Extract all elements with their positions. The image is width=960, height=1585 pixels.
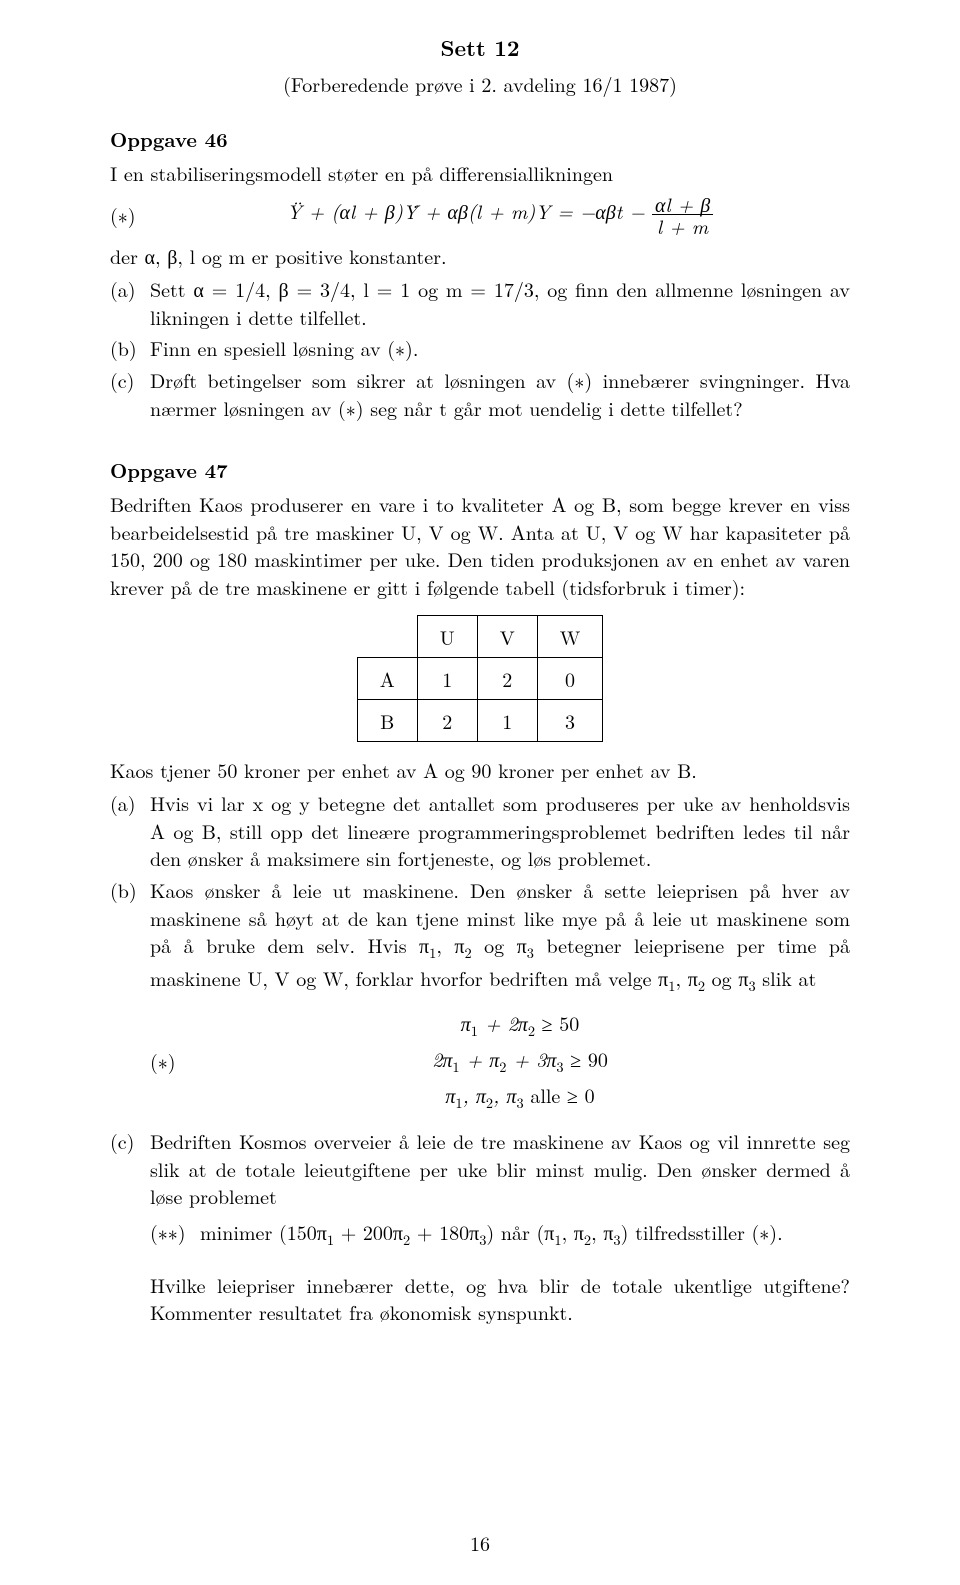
ineq1-b: + 2π xyxy=(478,1008,528,1037)
time-table: U V W A 1 2 0 B 2 1 3 xyxy=(357,615,604,742)
ineq2-c: + 3π xyxy=(506,1044,556,1073)
table-corner xyxy=(357,615,417,657)
table-col-u: U xyxy=(417,615,477,657)
set-subtitle: (Forberedende prøve i 2. avdeling 16/1 1… xyxy=(110,69,850,98)
item-c-label: (c) xyxy=(110,366,150,421)
table-cell: 2 xyxy=(477,657,537,699)
item-a-body: Sett α = 1/4, β = 3/4, l = 1 og m = 17/3… xyxy=(150,275,850,330)
equation-star-label: (∗) xyxy=(110,200,150,229)
oppgave47-intro: Bedriften Kaos produserer en vare i to k… xyxy=(110,490,850,600)
inequality-block: π1 + 2π2 ≥ 50 2π1 + π2 + 3π3 ≥ 90 π1, π2… xyxy=(190,1001,850,1121)
ineq1-c: ≥ 50 xyxy=(535,1008,579,1037)
item-c-body: Bedriften Kosmos overveier å leie de tre… xyxy=(150,1127,850,1210)
item-a-body: Hvis vi lar x og y betegne det antallet … xyxy=(150,789,850,872)
ss-frag: , π xyxy=(591,1217,613,1246)
table-col-v: V xyxy=(477,615,537,657)
b-body-frag: slik at xyxy=(756,963,817,992)
b-body-frag: og π xyxy=(472,930,527,959)
oppgave46-item-a: (a) Sett α = 1/4, β = 3/4, l = 1 og m = … xyxy=(110,275,850,330)
b-body-frag: , π xyxy=(675,963,697,992)
oppgave46-intro: I en stabiliseringsmodell støter en på d… xyxy=(110,159,850,187)
oppgave46-equation: Ÿ + (αl + β)Ẏ + αβ(l + m)Y = −αβt − αl +… xyxy=(150,193,850,236)
equation-star-label: (∗) xyxy=(150,1047,190,1075)
item-a-label: (a) xyxy=(110,789,150,872)
oppgave47-items: (a) Hvis vi lar x og y betegne det antal… xyxy=(110,789,850,1326)
set-title: Sett 12 xyxy=(110,32,850,63)
starstar-label: (∗∗) xyxy=(150,1218,200,1246)
item-c-label: (c) xyxy=(110,1127,150,1210)
table-cell: 1 xyxy=(477,699,537,741)
oppgave46-item-b: (b) Finn en spesiell løsning av (∗). xyxy=(110,334,850,362)
ss-frag: , π xyxy=(562,1217,584,1246)
ineq2-d: ≥ 90 xyxy=(564,1044,608,1073)
ss-frag: minimer (150π xyxy=(200,1217,327,1246)
table-row-a: A 1 2 0 xyxy=(357,657,603,699)
ss-frag: + 200π xyxy=(334,1217,403,1246)
table-cell: 2 xyxy=(417,699,477,741)
starstar-body: minimer (150π1 + 200π2 + 180π3) når (π1,… xyxy=(200,1218,850,1251)
item-b-label: (b) xyxy=(110,334,150,362)
b-body-frag: og π xyxy=(705,963,748,992)
oppgave46-after-eq: der α, β, l og m er positive konstanter. xyxy=(110,242,850,270)
eq-frac-den: l + m xyxy=(657,211,708,240)
oppgave47-item-c: (c) Bedriften Kosmos overveier å leie de… xyxy=(110,1127,850,1210)
oppgave46-equation-line: (∗) Ÿ + (αl + β)Ẏ + αβ(l + m)Y = −αβt − … xyxy=(110,193,850,236)
table-row-b: B 2 1 3 xyxy=(357,699,603,741)
oppgave47-item-a: (a) Hvis vi lar x og y betegne det antal… xyxy=(110,789,850,872)
table-cell: 1 xyxy=(417,657,477,699)
page: Sett 12 (Forberedende prøve i 2. avdelin… xyxy=(0,0,960,1585)
oppgave47-star-block: (∗) π1 + 2π2 ≥ 50 2π1 + π2 + 3π3 ≥ 90 π1… xyxy=(150,1001,850,1121)
starstar-line: (∗∗) minimer (150π1 + 200π2 + 180π3) når… xyxy=(150,1218,850,1251)
ineq2-a: 2π xyxy=(432,1044,452,1073)
ineq3-b: , π xyxy=(463,1080,486,1109)
table-header-row: U V W xyxy=(357,615,603,657)
table-cell: 3 xyxy=(537,699,603,741)
oppgave47-closing: Hvilke leiepriser innebærer dette, og hv… xyxy=(150,1271,850,1326)
item-c-body: Drøft betingelser som sikrer at løsninge… xyxy=(150,366,850,421)
oppgave46-heading: Oppgave 46 xyxy=(110,124,850,153)
oppgave47-heading: Oppgave 47 xyxy=(110,455,850,484)
item-a-label: (a) xyxy=(110,275,150,330)
ineq3-a: π xyxy=(445,1080,455,1109)
eq-fraction: αl + β l + m xyxy=(652,193,713,236)
oppgave46-item-c: (c) Drøft betingelser som sikrer at løsn… xyxy=(110,366,850,421)
ineq3-d: alle ≥ 0 xyxy=(524,1080,595,1109)
item-b-body: Finn en spesiell løsning av (∗). xyxy=(150,334,850,362)
page-number: 16 xyxy=(0,1528,960,1557)
oppgave47-item-b: (b) Kaos ønsker å leie ut maskinene. Den… xyxy=(110,876,850,997)
ss-frag: ) tilfredsstiller (∗). xyxy=(621,1217,783,1246)
oppgave47-after-table: Kaos tjener 50 kroner per enhet av A og … xyxy=(110,756,850,784)
ineq1-a: π xyxy=(461,1008,471,1037)
oppgave46-items: (a) Sett α = 1/4, β = 3/4, l = 1 og m = … xyxy=(110,275,850,421)
table-cell: 0 xyxy=(537,657,603,699)
ineq2-b: + π xyxy=(460,1044,500,1073)
ineq3-c: , π xyxy=(493,1080,516,1109)
b-body-frag: , π xyxy=(436,930,464,959)
ss-frag: ) når (π xyxy=(486,1217,554,1246)
table-row-a-label: A xyxy=(357,657,417,699)
inequality-lines: π1 + 2π2 ≥ 50 2π1 + π2 + 3π3 ≥ 90 π1, π2… xyxy=(190,1007,850,1115)
item-b-body: Kaos ønsker å leie ut maskinene. Den øns… xyxy=(150,876,850,997)
eq-lhs: Ÿ + (αl + β)Ẏ + αβ(l + m)Y = −αβt − xyxy=(287,195,652,224)
ss-frag: + 180π xyxy=(410,1217,479,1246)
table-col-w: W xyxy=(537,615,603,657)
item-b-label: (b) xyxy=(110,876,150,997)
table-row-b-label: B xyxy=(357,699,417,741)
